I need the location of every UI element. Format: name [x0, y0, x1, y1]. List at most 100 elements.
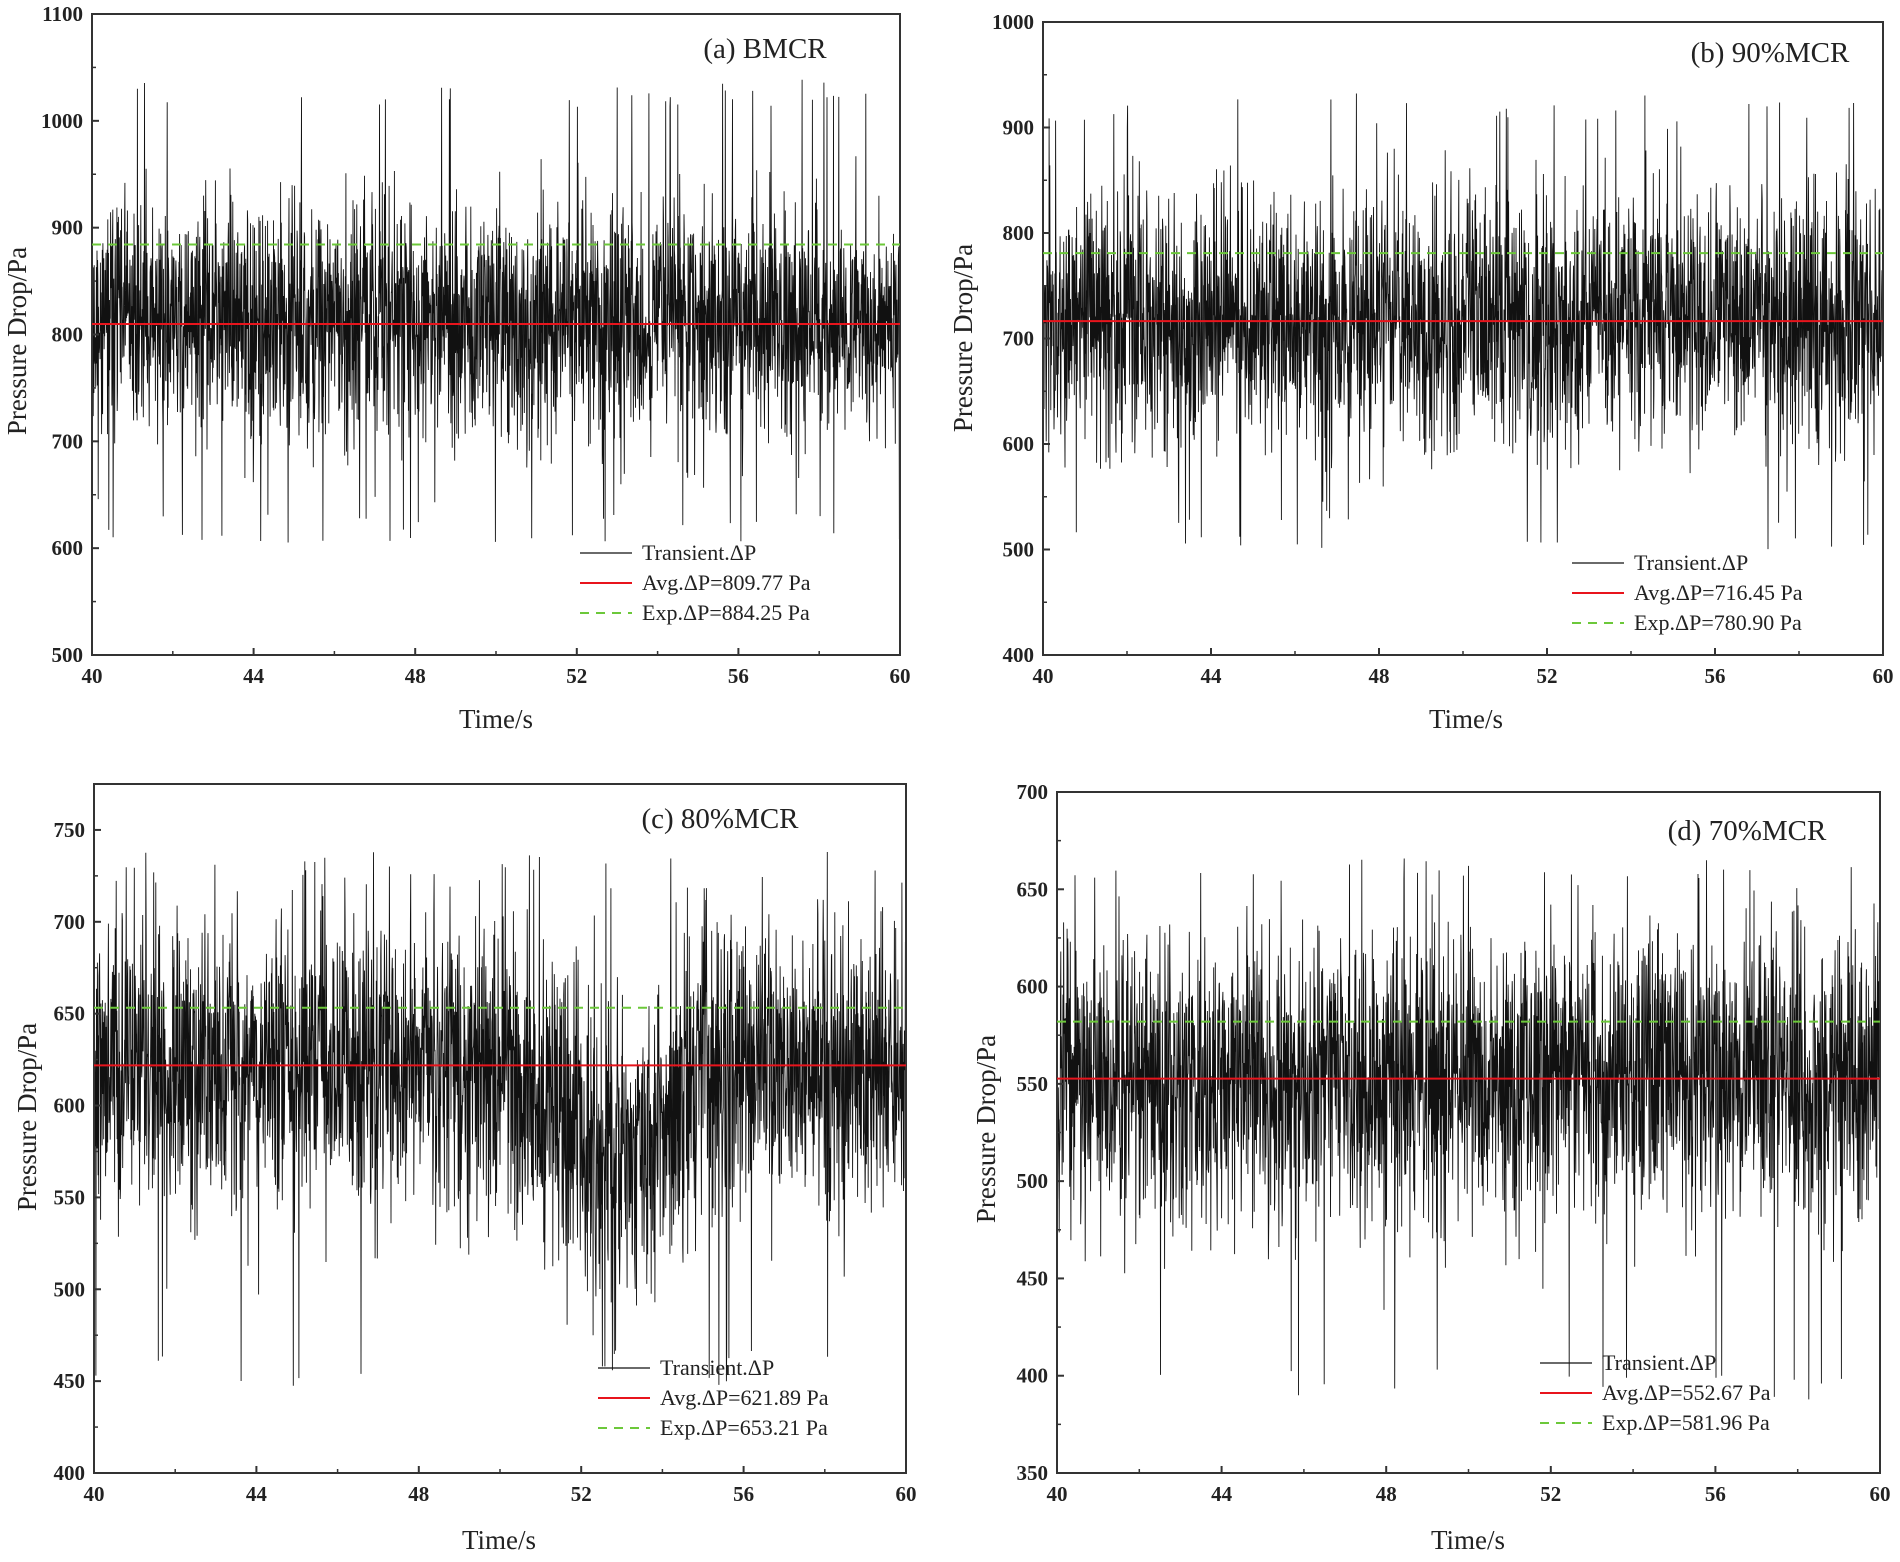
- legend: Transient.ΔP Avg.ΔP=621.89 Pa Exp.ΔP=653.2…: [598, 1355, 829, 1440]
- panel-title: (c) 80%MCR: [641, 803, 799, 835]
- transient-trace-layer: [92, 79, 900, 543]
- y-tick-label: 1000: [41, 109, 83, 133]
- y-tick-label: 600: [54, 1094, 86, 1118]
- x-tick-label: 52: [571, 1482, 592, 1506]
- panel-title: (a) BMCR: [703, 33, 827, 65]
- x-axis-label: Time/s: [459, 704, 533, 734]
- legend-item: Avg.ΔP=716.45 Pa: [1572, 580, 1803, 605]
- y-axis-ticks: 500 600 700 800 900 1000 1100: [41, 2, 99, 667]
- y-tick-label: 650: [1017, 877, 1049, 901]
- legend-item: Exp.ΔP=653.21 Pa: [598, 1415, 828, 1440]
- transient-trace-layer: [1057, 858, 1880, 1400]
- y-tick-label: 400: [1017, 1364, 1049, 1388]
- legend-item: Transient.ΔP: [598, 1355, 774, 1380]
- x-tick-label: 44: [246, 1482, 268, 1506]
- y-tick-label: 900: [52, 216, 84, 240]
- y-tick-label: 500: [1017, 1169, 1049, 1193]
- x-tick-label: 60: [1873, 664, 1894, 688]
- x-tick-label: 52: [1540, 1482, 1561, 1506]
- legend: Transient.ΔP Avg.ΔP=809.77 Pa Exp.ΔP=884.2…: [580, 540, 811, 625]
- y-tick-label: 700: [1017, 780, 1049, 804]
- legend-item: Avg.ΔP=809.77 Pa: [580, 570, 811, 595]
- legend-label: Exp.ΔP=581.96 Pa: [1602, 1410, 1770, 1435]
- legend: Transient.ΔP Avg.ΔP=716.45 Pa Exp.ΔP=780.9…: [1572, 550, 1803, 635]
- legend-item: Exp.ΔP=884.25 Pa: [580, 600, 810, 625]
- y-tick-label: 900: [1003, 116, 1035, 140]
- y-tick-label: 700: [1003, 327, 1035, 351]
- panel-d-70mcr: 350 400 450 500 550 600 650 700 40 44 48 52 56 60 (d…: [971, 780, 1891, 1555]
- y-tick-label: 1100: [42, 2, 83, 26]
- legend-label: Transient.ΔP: [1634, 550, 1748, 575]
- transient-trace-layer: [1043, 93, 1883, 550]
- y-tick-label: 450: [1017, 1266, 1049, 1290]
- series-transient-trace: [1043, 93, 1883, 550]
- legend-label: Exp.ΔP=653.21 Pa: [660, 1415, 828, 1440]
- y-axis-ticks: 350 400 450 500 550 600 650 700: [1017, 780, 1064, 1485]
- x-tick-label: 52: [566, 664, 587, 688]
- panel-b-90mcr: 400 500 600 700 800 900 1000 40 44 48 52 56 60 (b) …: [948, 10, 1894, 734]
- legend-label: Exp.ΔP=884.25 Pa: [642, 600, 810, 625]
- y-axis-ticks: 400 450 500 550 600 650 700 750: [54, 818, 101, 1485]
- plot-frame: [1042, 21, 1884, 656]
- x-tick-label: 56: [1705, 1482, 1726, 1506]
- x-axis-ticks: 40 44 48 52 56 60: [1047, 1466, 1891, 1506]
- x-axis-ticks: 40 44 48 52 56 60: [1033, 648, 1894, 688]
- legend-item: Exp.ΔP=780.90 Pa: [1572, 610, 1802, 635]
- x-tick-label: 40: [82, 664, 103, 688]
- y-tick-label: 400: [1003, 643, 1035, 667]
- x-axis-ticks: 40 44 48 52 56 60: [84, 1466, 917, 1506]
- x-tick-label: 44: [243, 664, 265, 688]
- legend-item: Exp.ΔP=581.96 Pa: [1540, 1410, 1770, 1435]
- x-tick-label: 40: [1047, 1482, 1068, 1506]
- series-transient-trace: [94, 851, 906, 1386]
- legend-item: Transient.ΔP: [580, 540, 756, 565]
- legend-label: Avg.ΔP=552.67 Pa: [1602, 1380, 1771, 1405]
- y-tick-label: 700: [54, 910, 86, 934]
- x-axis-label: Time/s: [1431, 1525, 1505, 1555]
- y-tick-label: 500: [52, 643, 84, 667]
- y-tick-label: 350: [1017, 1461, 1049, 1485]
- legend-item: Avg.ΔP=552.67 Pa: [1540, 1380, 1771, 1405]
- x-tick-label: 56: [733, 1482, 754, 1506]
- legend-label: Avg.ΔP=621.89 Pa: [660, 1385, 829, 1410]
- y-tick-label: 650: [54, 1002, 86, 1026]
- y-axis-label: Pressure Drop/Pa: [971, 1035, 1001, 1223]
- x-tick-label: 56: [1705, 664, 1726, 688]
- legend-item: Transient.ΔP: [1572, 550, 1748, 575]
- y-tick-label: 550: [1017, 1072, 1049, 1096]
- y-tick-label: 400: [54, 1461, 86, 1485]
- x-tick-label: 40: [1033, 664, 1054, 688]
- x-tick-label: 60: [890, 664, 911, 688]
- y-axis-ticks: 400 500 600 700 800 900 1000: [992, 10, 1050, 667]
- legend-item: Transient.ΔP: [1540, 1350, 1716, 1375]
- y-tick-label: 600: [1003, 432, 1035, 456]
- y-tick-label: 700: [52, 429, 84, 453]
- x-axis-label: Time/s: [1429, 704, 1503, 734]
- legend-label: Exp.ΔP=780.90 Pa: [1634, 610, 1802, 635]
- panel-c-80mcr: 400 450 500 550 600 650 700 750 40 44 48 52 56 60 (c…: [12, 783, 917, 1555]
- legend-label: Transient.ΔP: [1602, 1350, 1716, 1375]
- panel-a-bmcr: 500 600 700 800 900 1000 1100 40 44 48 52 56 60 (a)…: [2, 2, 911, 734]
- x-tick-label: 48: [1369, 664, 1390, 688]
- transient-trace-layer: [94, 851, 906, 1386]
- x-tick-label: 60: [896, 1482, 917, 1506]
- series-transient-trace: [92, 79, 900, 543]
- legend-label: Avg.ΔP=809.77 Pa: [642, 570, 811, 595]
- x-tick-label: 44: [1211, 1482, 1233, 1506]
- y-tick-label: 600: [1017, 975, 1049, 999]
- y-axis-label: Pressure Drop/Pa: [2, 247, 32, 435]
- x-tick-label: 56: [728, 664, 749, 688]
- y-tick-label: 550: [54, 1185, 86, 1209]
- x-axis-ticks: 40 44 48 52 56 60: [82, 648, 911, 688]
- x-tick-label: 52: [1537, 664, 1558, 688]
- x-tick-label: 60: [1870, 1482, 1891, 1506]
- y-tick-label: 800: [52, 323, 84, 347]
- y-tick-label: 750: [54, 818, 86, 842]
- y-tick-label: 800: [1003, 221, 1035, 245]
- x-tick-label: 40: [84, 1482, 105, 1506]
- legend: Transient.ΔP Avg.ΔP=552.67 Pa Exp.ΔP=581.9…: [1540, 1350, 1771, 1435]
- x-tick-label: 48: [408, 1482, 429, 1506]
- x-axis-label: Time/s: [462, 1525, 536, 1555]
- legend-label: Transient.ΔP: [660, 1355, 774, 1380]
